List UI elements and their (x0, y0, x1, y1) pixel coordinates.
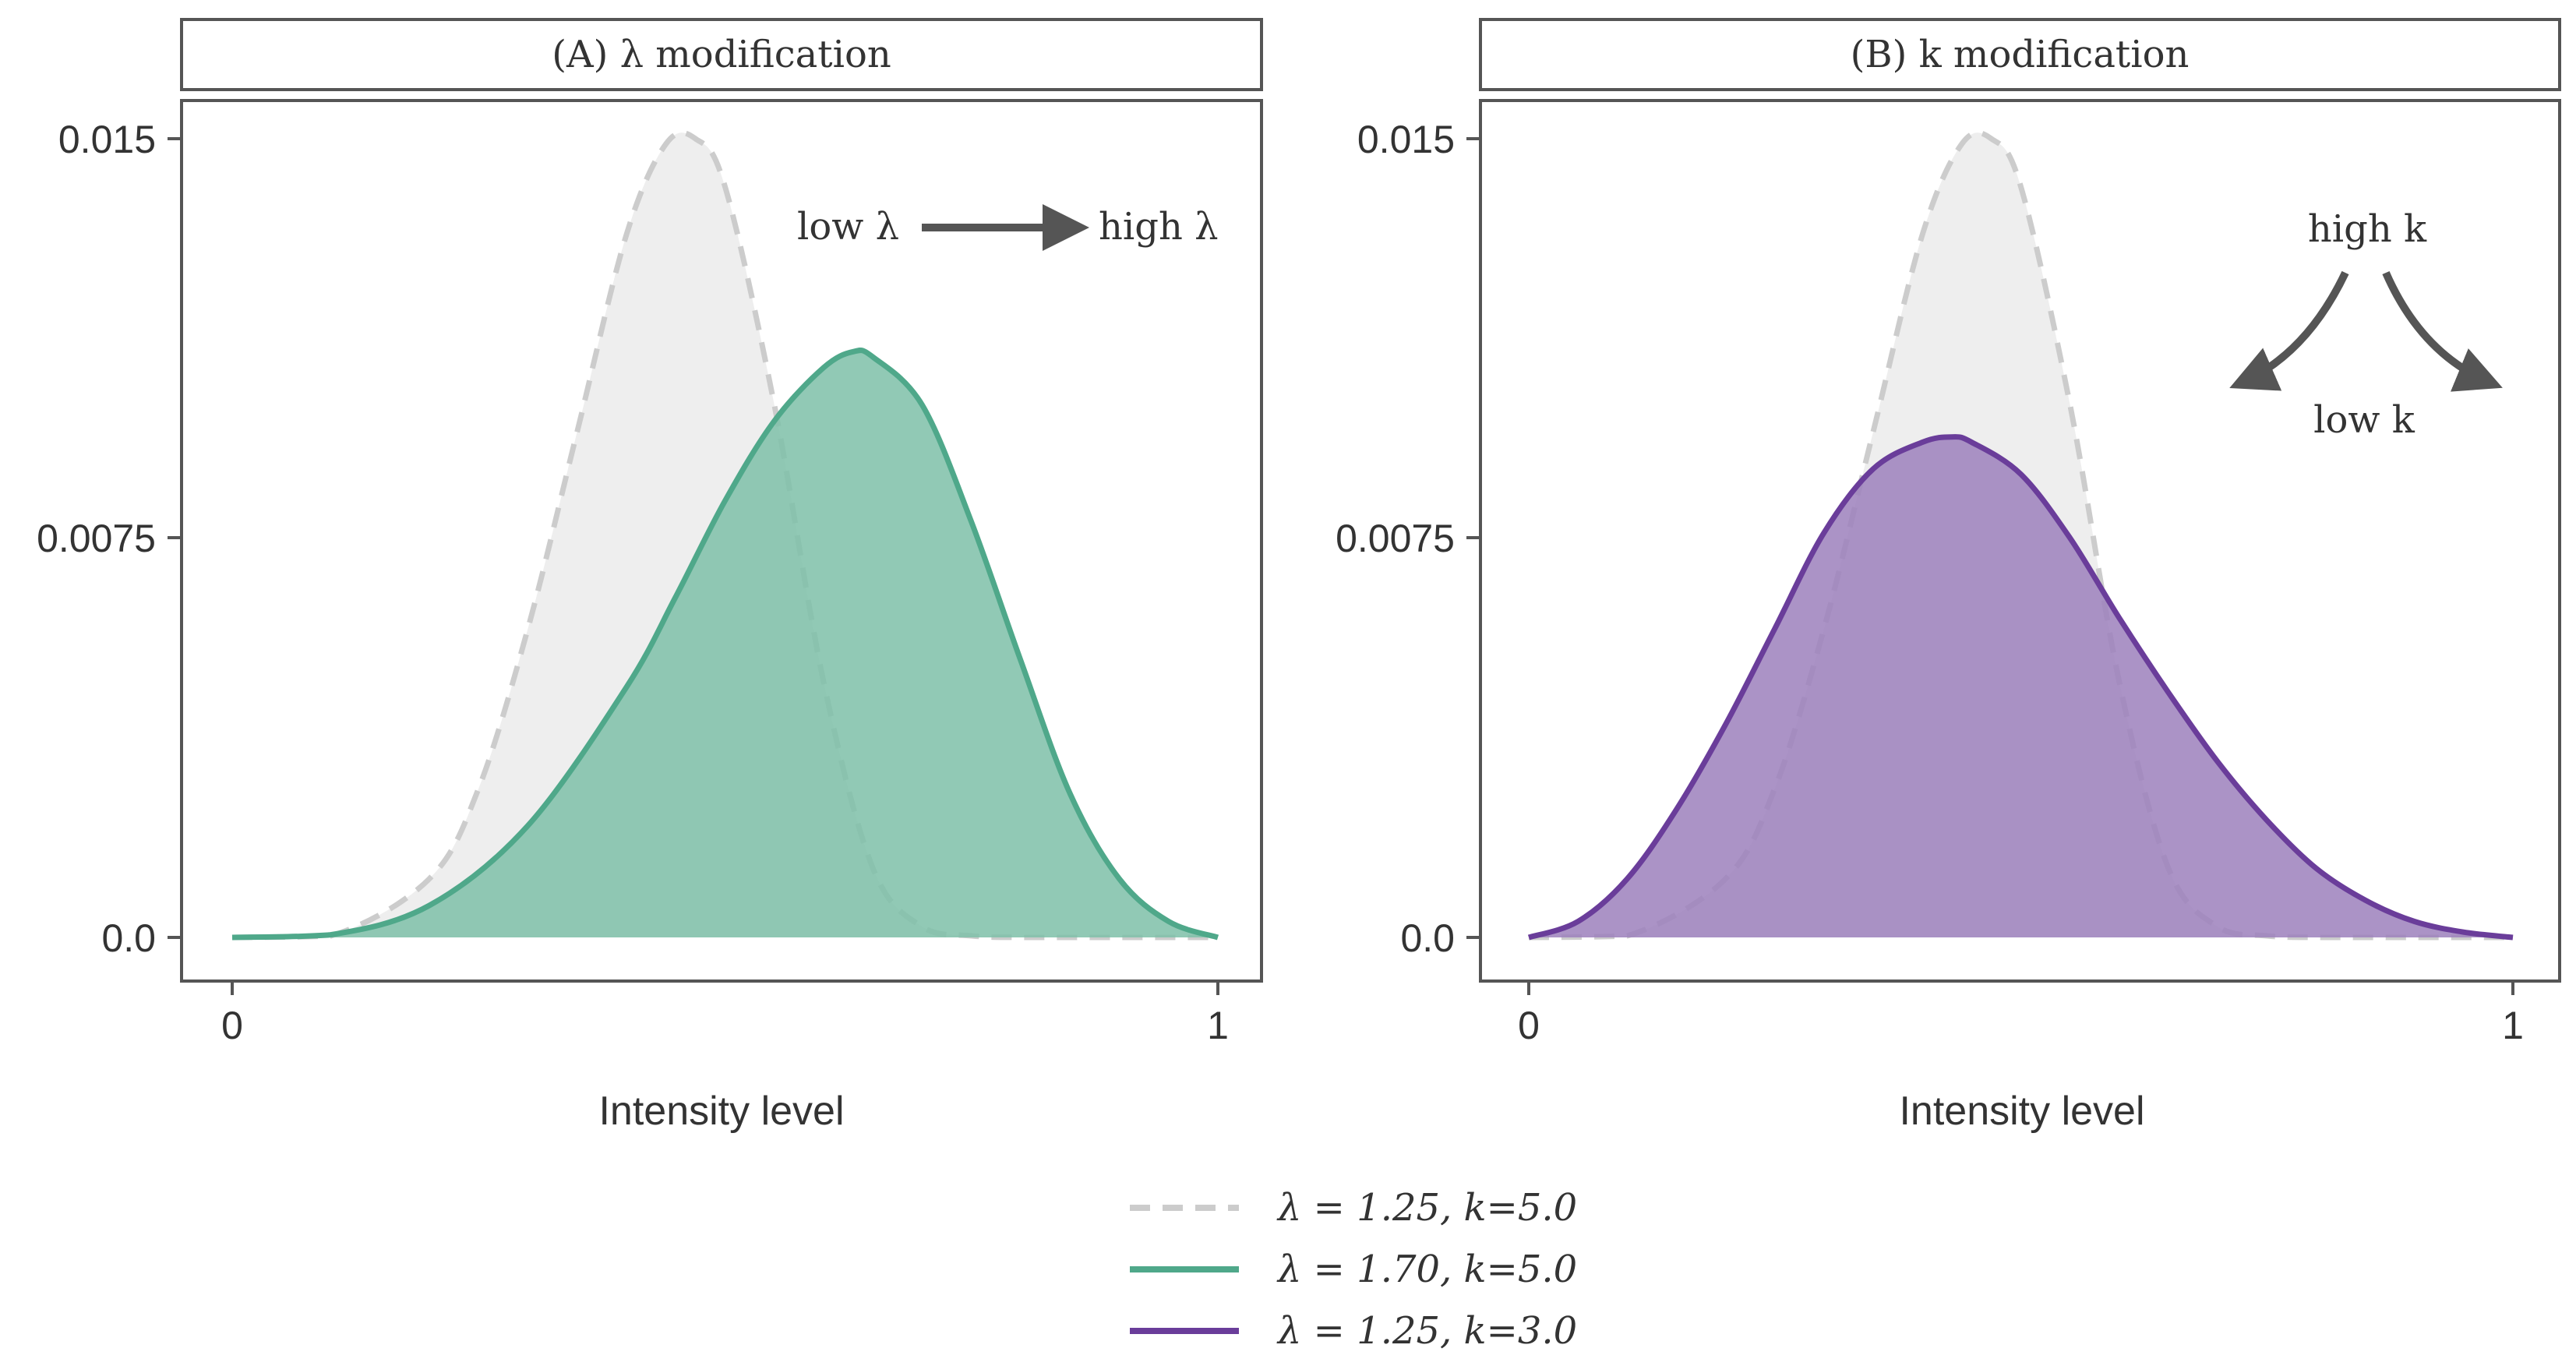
panel-b-strip (1479, 18, 2561, 91)
y-tick-label: 0.0075 (1336, 517, 1455, 560)
series-1-area (232, 350, 1218, 937)
panel-a-annotation: low λ high λ (797, 204, 1219, 251)
panel-a-strip (180, 18, 1263, 91)
x-tick-label: 0 (221, 1004, 243, 1047)
series-1-line (231, 348, 1219, 941)
annotation-low-lambda: low λ (797, 205, 899, 249)
annotation-high-lambda: high λ (1099, 205, 1219, 249)
panel-b: (B) k modification 0.015 0.0075 0.0 0 1 … (1336, 18, 2561, 1134)
y-tick-label: 0.0 (101, 916, 156, 960)
y-tick-label: 0.015 (1357, 118, 1455, 161)
panel-a: (A) λ modification 0.015 0.0075 0.0 0 1 … (37, 18, 1263, 1134)
x-tick-label: 0 (1518, 1004, 1540, 1047)
curved-arrow-left-icon (2229, 270, 2349, 391)
series-1-line (1527, 434, 2514, 941)
y-tick-label: 0.0 (1400, 916, 1455, 960)
annotation-high-k: high k (2308, 207, 2427, 251)
panel-a-y-axis: 0.015 0.0075 0.0 (37, 118, 182, 960)
x-tick-label: 1 (2502, 1004, 2524, 1047)
panel-b-annotation: high k low k (2229, 207, 2503, 442)
panel-a-x-axis-title: Intensity level (598, 1089, 844, 1134)
x-tick-label: 1 (1207, 1004, 1229, 1047)
curved-arrow-right-icon (2382, 270, 2503, 392)
legend-label: λ = 1.70, k=5.0 (1276, 1248, 1577, 1291)
panel-b-x-axis-title: Intensity level (1899, 1089, 2144, 1134)
annotation-low-k: low k (2313, 398, 2415, 442)
legend: λ = 1.25, k=5.0 λ = 1.70, k=5.0 λ = 1.25… (1130, 1186, 1577, 1353)
panel-a-series (231, 129, 1219, 941)
series-1-area (1529, 436, 2513, 937)
panel-b-x-axis: 0 1 (1518, 981, 2524, 1047)
panel-a-title: (A) λ modification (552, 33, 891, 76)
panel-b-series (1527, 129, 2514, 941)
y-tick-label: 0.015 (58, 118, 156, 161)
panel-a-x-axis: 0 1 (221, 981, 1229, 1047)
legend-label: λ = 1.25, k=5.0 (1276, 1186, 1577, 1230)
panel-b-y-axis: 0.015 0.0075 0.0 (1336, 118, 1480, 960)
panel-b-title: (B) k modification (1851, 33, 2190, 76)
y-tick-label: 0.0075 (37, 517, 156, 560)
legend-label: λ = 1.25, k=3.0 (1276, 1309, 1577, 1353)
